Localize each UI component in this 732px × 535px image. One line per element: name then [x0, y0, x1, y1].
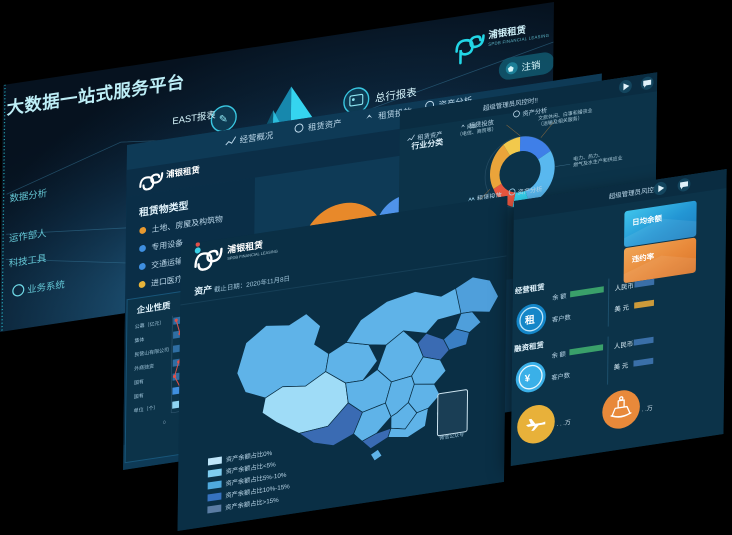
- svg-text:⬟: ⬟: [508, 65, 514, 74]
- svg-text:✎: ✎: [219, 113, 228, 126]
- svg-text:租: 租: [525, 313, 535, 327]
- svg-text:0: 0: [163, 420, 166, 425]
